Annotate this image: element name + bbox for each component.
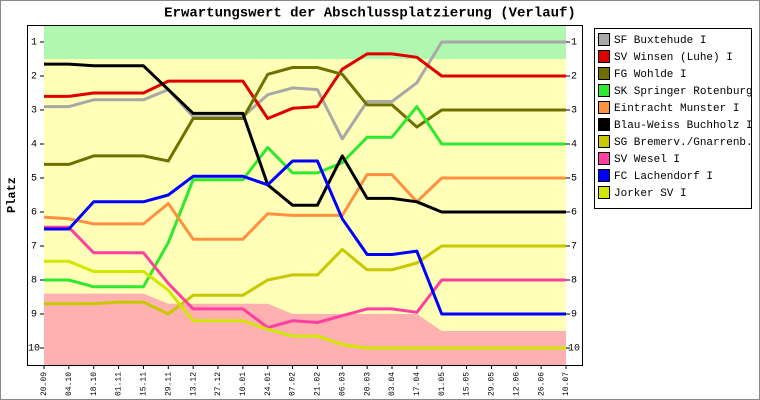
y2-tick-label: 8 bbox=[571, 276, 577, 287]
x-tick-label: 29.05 bbox=[488, 372, 497, 396]
chart-title: Erwartungswert der Abschlussplatzierung … bbox=[164, 6, 576, 22]
series-line bbox=[44, 225, 566, 330]
series-line bbox=[44, 159, 566, 316]
legend-swatch bbox=[598, 186, 610, 199]
x-tick-label: 26.06 bbox=[537, 372, 546, 396]
y-axis-label: Platz bbox=[5, 177, 19, 213]
legend-swatch bbox=[598, 101, 610, 114]
y2-tick-label: 6 bbox=[571, 208, 577, 219]
legend-label: Blau-Weiss Buchholz I bbox=[614, 120, 753, 132]
y2-tick-label: 2 bbox=[571, 72, 577, 83]
x-tick-label: 27.12 bbox=[214, 372, 223, 396]
series-line bbox=[44, 105, 566, 289]
x-tick-label: 03.04 bbox=[388, 372, 397, 396]
series-line bbox=[44, 66, 566, 166]
y-tick-label: 2 bbox=[31, 72, 37, 83]
x-tick-label: 13.12 bbox=[189, 372, 198, 396]
legend-swatch bbox=[598, 33, 610, 46]
x-tick-label: 01.11 bbox=[115, 372, 124, 396]
y-tick-label: 8 bbox=[31, 276, 37, 287]
legend-swatch bbox=[598, 118, 610, 131]
x-tick-label: 10.01 bbox=[239, 372, 248, 396]
y-tick-label: 1 bbox=[31, 38, 37, 49]
zones bbox=[44, 25, 566, 365]
legend-label: Jorker SV I bbox=[614, 188, 687, 200]
legend-label: SV Wesel I bbox=[614, 154, 680, 166]
y-tick-label: 9 bbox=[31, 310, 37, 321]
legend-swatch bbox=[598, 84, 610, 97]
legend-swatch bbox=[598, 169, 610, 182]
y-tick-label: 10 bbox=[28, 344, 40, 355]
y-tick-label: 6 bbox=[31, 208, 37, 219]
x-tick-label: 18.10 bbox=[90, 372, 99, 396]
x-tick-label: 20.03 bbox=[363, 372, 372, 396]
legend bbox=[594, 28, 752, 209]
y-tick-label: 3 bbox=[31, 106, 37, 117]
y2-tick-label: 1 bbox=[571, 38, 577, 49]
x-tick-label: 20.09 bbox=[40, 372, 49, 396]
series-line bbox=[44, 40, 566, 141]
x-tick-label: 17.04 bbox=[413, 372, 422, 396]
x-tick-label: 29.11 bbox=[164, 372, 173, 396]
lines bbox=[43, 40, 566, 350]
legend-swatch bbox=[598, 135, 610, 148]
series-line bbox=[44, 62, 566, 214]
series-line bbox=[43, 173, 566, 241]
x-tick-label: 21.02 bbox=[314, 372, 323, 396]
y-tick-label: 7 bbox=[31, 242, 37, 253]
legend-swatch bbox=[598, 50, 610, 63]
plot-frame bbox=[27, 25, 583, 366]
x-tick-label: 07.02 bbox=[289, 372, 298, 396]
x-tick-label: 04.10 bbox=[65, 372, 74, 396]
y2-tick-label: 4 bbox=[571, 140, 577, 151]
legend-label: SK Springer Rotenburg I bbox=[614, 86, 760, 98]
legend-swatch bbox=[598, 152, 610, 165]
x-tick-label: 06.03 bbox=[338, 372, 347, 396]
legend-swatch bbox=[598, 67, 610, 80]
y2-tick-label: 5 bbox=[571, 174, 577, 185]
series-line bbox=[44, 52, 566, 120]
x-tick-label: 15.05 bbox=[463, 372, 472, 396]
legend-label: SF Buxtehude I bbox=[614, 35, 706, 47]
y2-tick-label: 7 bbox=[571, 242, 577, 253]
x-tick-label: 15.11 bbox=[140, 372, 149, 396]
x-tick-label: 01.05 bbox=[438, 372, 447, 396]
legend-label: SV Winsen (Luhe) I bbox=[614, 52, 733, 64]
legend-label: Eintracht Munster I bbox=[614, 103, 739, 115]
x-tick-label: 24.01 bbox=[264, 372, 273, 396]
legend-label: FG Wohlde I bbox=[614, 69, 687, 81]
y-tick-label: 4 bbox=[31, 140, 37, 151]
y-tick-label: 5 bbox=[31, 174, 37, 185]
series-line bbox=[44, 259, 566, 350]
legend-label: SG Bremerv./Gnarrenb. bbox=[614, 137, 753, 149]
series-line bbox=[44, 244, 566, 316]
y2-tick-label: 9 bbox=[571, 310, 577, 321]
x-tick-label: 10.07 bbox=[562, 372, 571, 396]
legend-label: FC Lachendorf I bbox=[614, 171, 713, 183]
y2-tick-label: 10 bbox=[568, 344, 580, 355]
y2-tick-label: 3 bbox=[571, 106, 577, 117]
x-tick-label: 12.06 bbox=[512, 372, 521, 396]
